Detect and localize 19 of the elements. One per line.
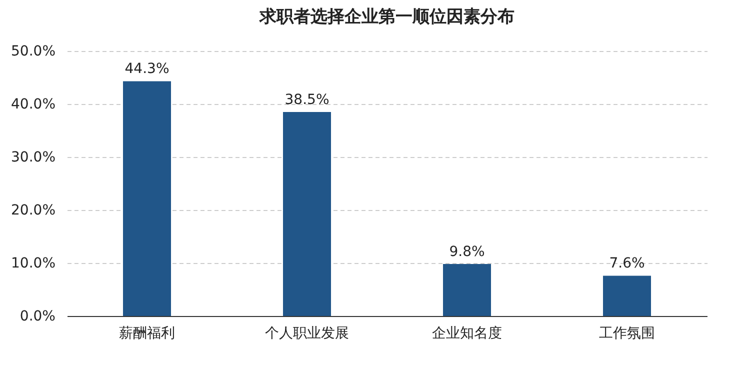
x-tick-label: 企业知名度 [432,326,502,342]
y-tick-label: 0.0% [20,308,56,324]
data-label: 7.6% [609,256,645,272]
data-label: 44.3% [124,61,170,78]
chart-title: 求职者选择企业第一顺位因素分布 [258,7,514,27]
x-tick-label: 个人职业发展 [265,326,349,342]
data-label: 9.8% [449,244,485,260]
bar [603,276,651,316]
bar [123,81,171,316]
y-tick-label: 20.0% [11,202,56,218]
x-tick-label: 工作氛围 [599,326,655,342]
y-tick-label: 50.0% [11,44,56,60]
data-label: 38.5% [284,92,330,108]
y-tick-label: 30.0% [11,150,56,166]
bar [283,112,331,316]
y-tick-label: 40.0% [11,96,56,112]
bar [443,264,491,316]
y-tick-label: 10.0% [11,256,56,272]
x-tick-label: 薪酬福利 [119,326,175,342]
